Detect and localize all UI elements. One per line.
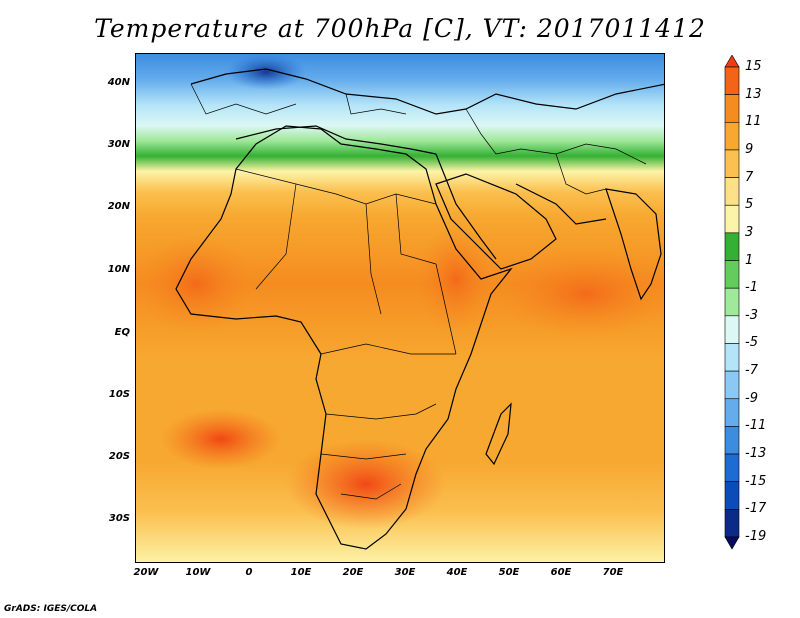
- latitude-label: 40N: [107, 77, 130, 88]
- colorbar-label: -7: [745, 363, 758, 379]
- colorbar-label: -17: [745, 501, 767, 517]
- longitude-label: 20W: [133, 567, 159, 578]
- latitude-label: 30S: [108, 513, 130, 524]
- longitude-label: 60E: [550, 567, 572, 578]
- colorbar-swatch: [724, 94, 740, 123]
- colorbar-swatch: [724, 260, 740, 289]
- colorbar-label: 5: [745, 197, 754, 213]
- colorbar-label: -3: [745, 307, 758, 323]
- colorbar-label: -5: [745, 335, 758, 351]
- cold-core: [226, 54, 306, 90]
- longitude-label: 40E: [446, 567, 468, 578]
- chart-title: Temperature at 700hPa [C], VT: 201701141…: [94, 14, 706, 43]
- colorbar-swatch: [724, 232, 740, 261]
- colorbar-label: -19: [745, 529, 767, 544]
- longitude-label: 20E: [342, 567, 364, 578]
- warm-core-atlantic: [161, 409, 281, 469]
- colorbar-swatch: [724, 121, 740, 151]
- colorbar-swatch: [724, 315, 740, 344]
- colorbar-swatch: [724, 398, 740, 427]
- warm-core-west-africa: [136, 234, 256, 334]
- latitude-label: 20N: [107, 201, 130, 212]
- colorbar-label: -1: [745, 280, 758, 296]
- longitude-label: 70E: [602, 567, 624, 578]
- colorbar-label: -9: [745, 390, 758, 406]
- colorbar-swatch: [724, 426, 740, 455]
- colorbar-swatch: [724, 287, 740, 317]
- longitude-label: 50E: [498, 567, 520, 578]
- temperature-map: [135, 53, 665, 563]
- latitude-label: 20S: [108, 451, 130, 462]
- colorbar-label: 13: [745, 86, 762, 102]
- colorbar-label: 11: [745, 114, 762, 130]
- coastlines: [175, 68, 664, 550]
- colorbar-swatch: [724, 481, 740, 510]
- country-borders: [190, 83, 647, 500]
- latitude-label: 10S: [108, 389, 130, 400]
- warm-core-east-africa: [416, 224, 496, 334]
- colorbar-label: -11: [745, 418, 767, 434]
- colorbar-label: 7: [745, 169, 754, 185]
- colorbar-label: -15: [745, 473, 767, 489]
- colorbar-swatch: [724, 204, 740, 234]
- colorbar-swatch: [724, 536, 740, 550]
- longitude-label: 10E: [290, 567, 312, 578]
- colorbar: [724, 55, 740, 550]
- warm-core-arabian-sea: [496, 249, 664, 339]
- longitude-label: 30E: [394, 567, 416, 578]
- longitude-label: 0: [245, 567, 253, 578]
- colorbar-swatch: [724, 370, 740, 400]
- longitude-label: 10W: [185, 567, 211, 578]
- colorbar-swatch: [724, 509, 740, 538]
- colorbar-label: 9: [745, 141, 754, 157]
- colorbar-swatch: [724, 66, 740, 95]
- colorbar-swatch: [724, 177, 740, 206]
- colorbar-label: 1: [745, 252, 754, 268]
- warm-core-southern-africa: [286, 439, 446, 529]
- colorbar-label: -13: [745, 446, 767, 462]
- colorbar-label: 3: [745, 224, 754, 240]
- temperature-field: [136, 54, 664, 562]
- latitude-label: 10N: [107, 264, 130, 275]
- colorbar-swatch: [724, 55, 740, 68]
- latitude-label: EQ: [114, 327, 130, 338]
- colorbar-swatch: [724, 149, 740, 178]
- colorbar-label: 15: [745, 59, 762, 74]
- colorbar-swatch: [724, 453, 740, 483]
- latitude-label: 30N: [107, 139, 130, 150]
- credit-text: GrADS: IGES/COLA: [4, 604, 98, 614]
- colorbar-swatch: [724, 343, 740, 372]
